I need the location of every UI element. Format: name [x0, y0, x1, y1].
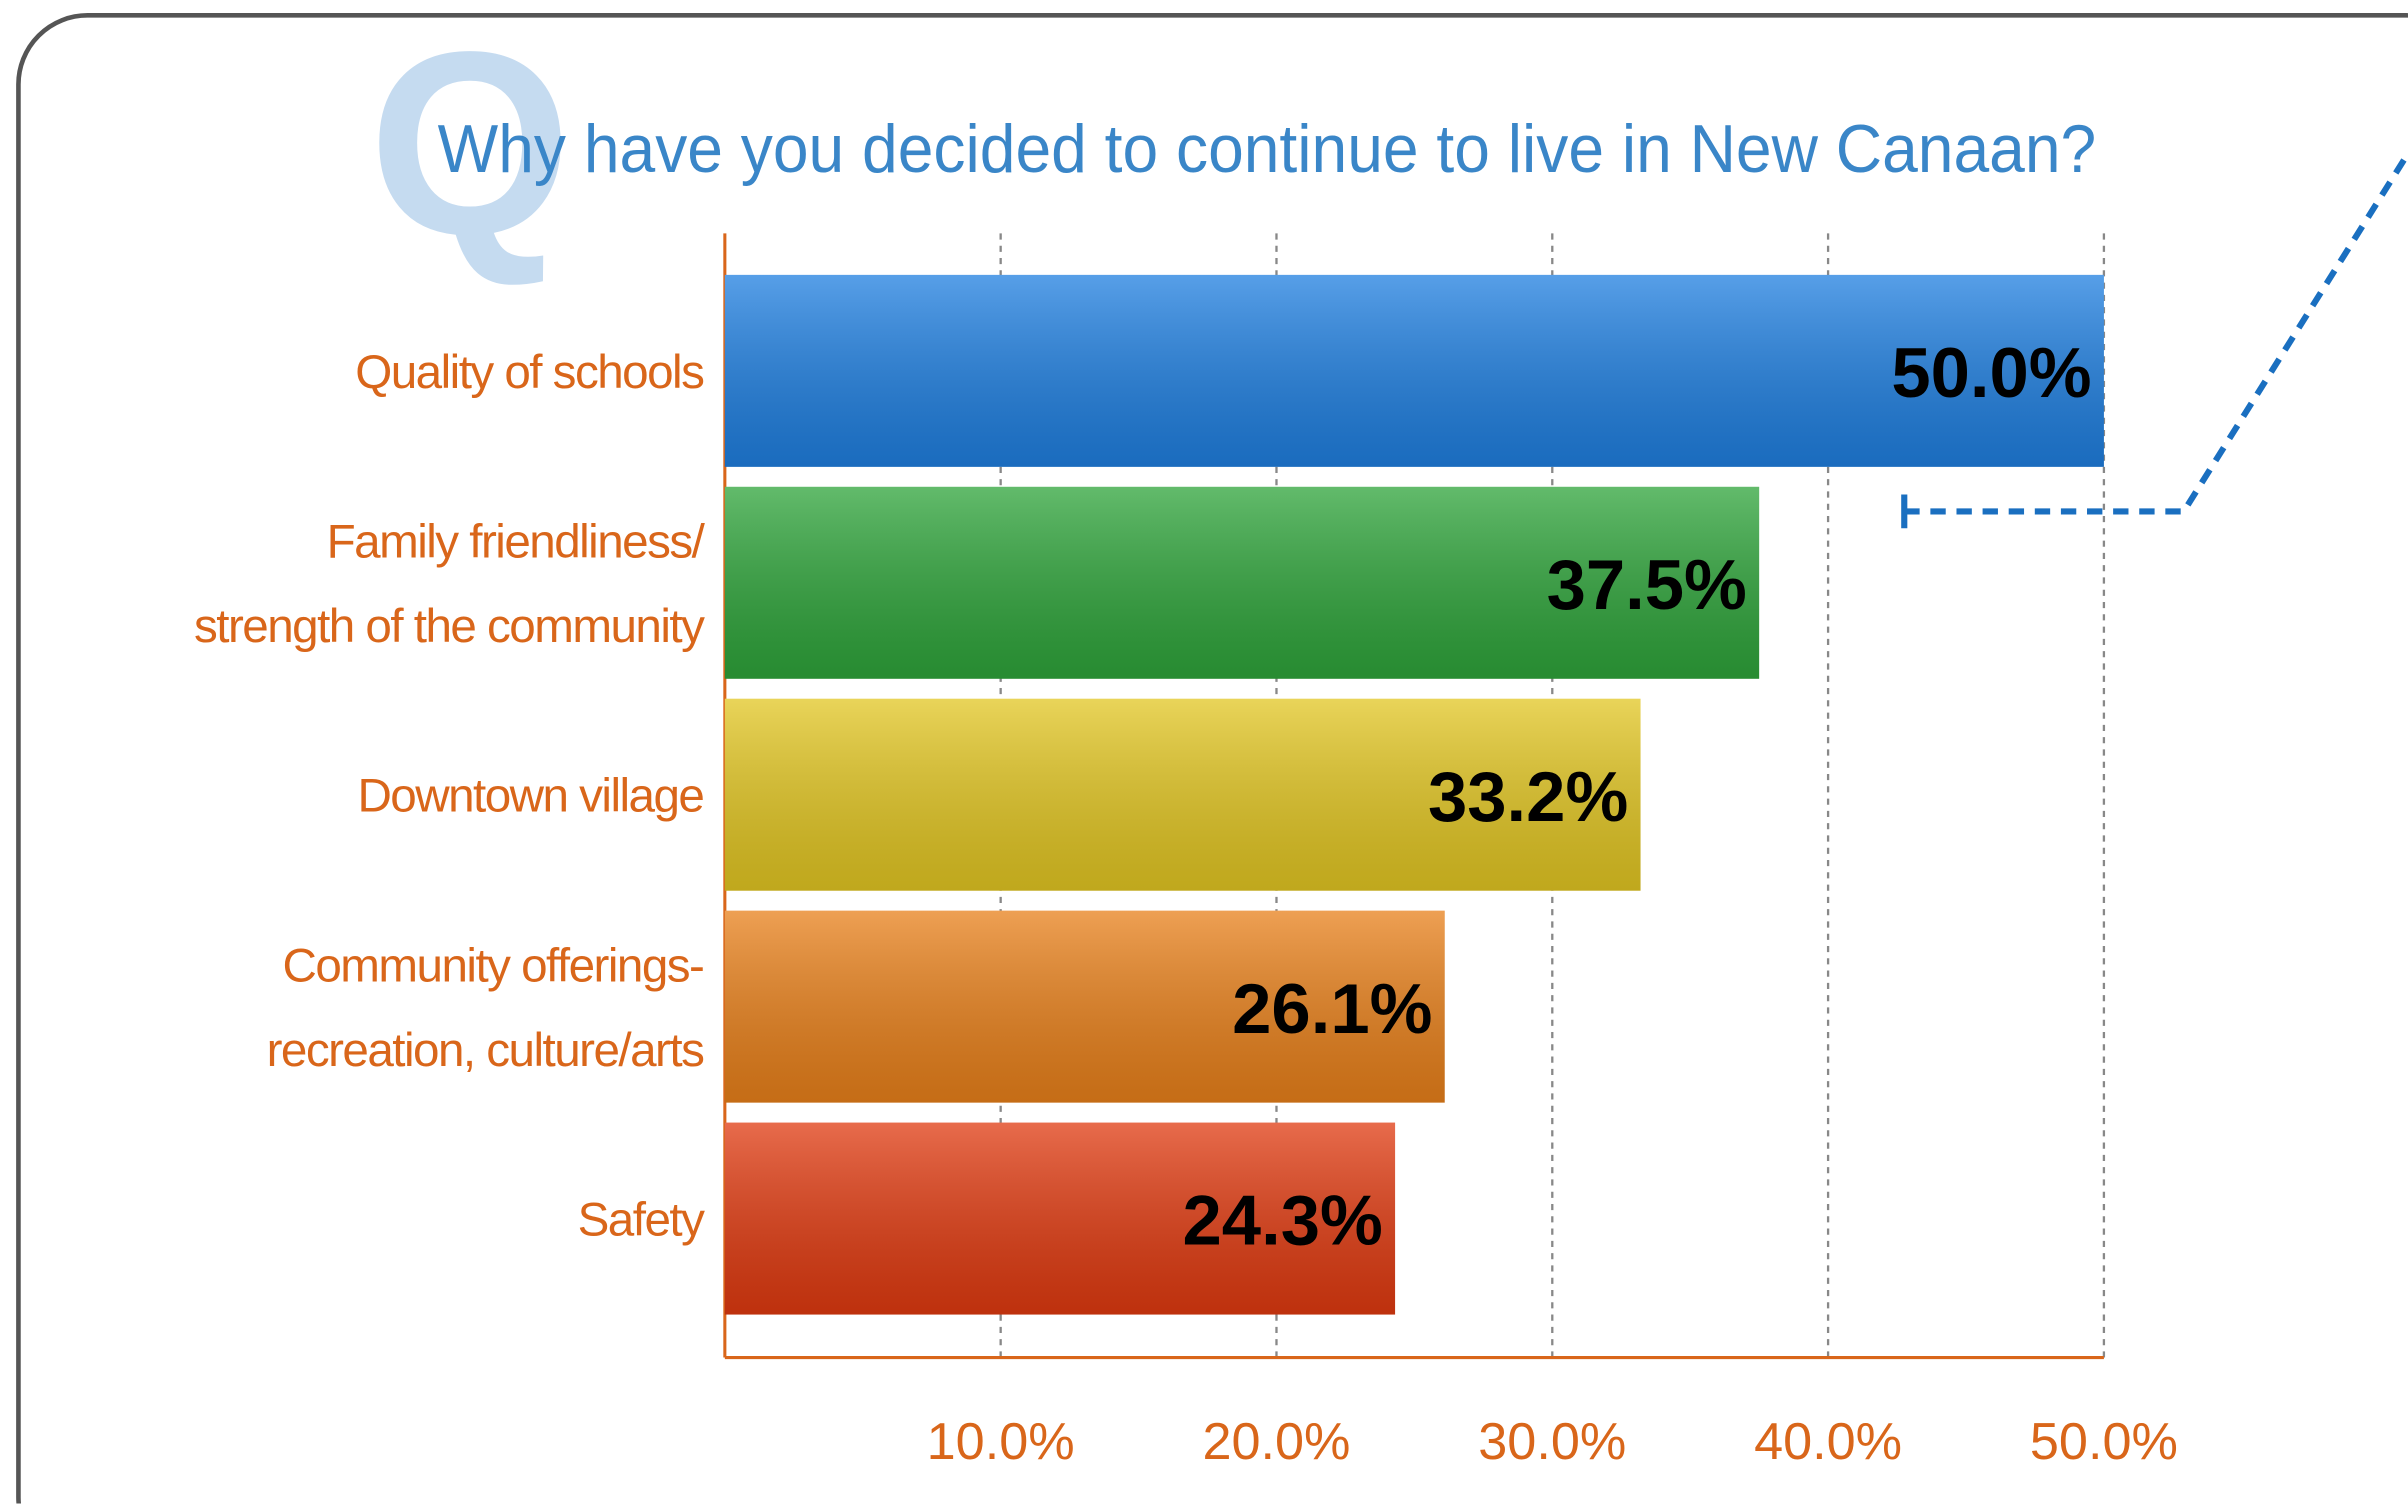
value-label: 50.0%: [1891, 333, 2091, 412]
x-tick-label: 30.0%: [1478, 1413, 1626, 1471]
x-tick-label: 40.0%: [1754, 1413, 1902, 1471]
value-label: 33.2%: [1428, 757, 1628, 836]
y-tick-label: Downtown village: [357, 767, 704, 822]
y-tick-label: Quality of schools: [355, 343, 705, 398]
frame: [16, 13, 2408, 1504]
x-tick-label: 10.0%: [927, 1413, 1075, 1471]
bar-shine: [724, 910, 1445, 1103]
y-tick-label: Safety: [577, 1191, 705, 1246]
value-label: 26.1%: [1232, 969, 1432, 1048]
badge: Q: [369, 0, 572, 289]
bar-shine: [724, 274, 2104, 467]
callout-line: [1904, 151, 2408, 515]
y-tick-label: Family friendliness/ strength of the com…: [194, 513, 705, 652]
value-label: 37.5%: [1547, 545, 1747, 624]
chart-title: Why have you decided to continue to live…: [438, 112, 2097, 187]
bar-shine: [724, 1122, 1396, 1315]
x-tick-label: 50.0%: [2030, 1413, 2178, 1471]
value-label: 24.3%: [1183, 1181, 1383, 1260]
y-tick-label: Community offerings- recreation, culture…: [266, 937, 705, 1076]
bar-shine: [724, 486, 1760, 679]
x-tick-label: 20.0%: [1202, 1413, 1350, 1471]
bar-shine: [724, 698, 1641, 891]
